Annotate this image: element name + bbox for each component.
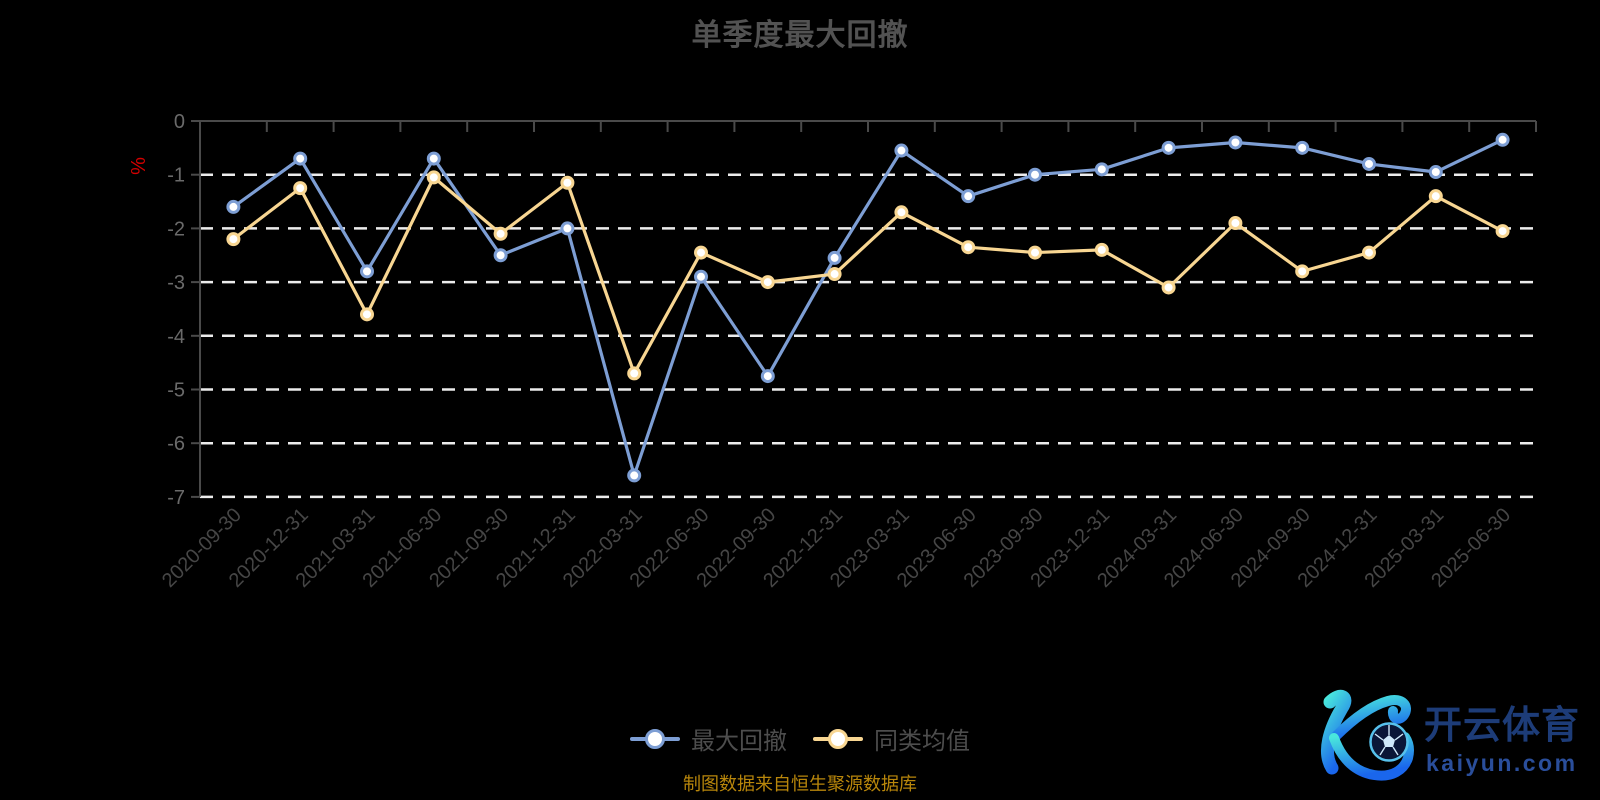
legend-item-0[interactable]: 最大回撤 — [630, 721, 787, 756]
data-point-marker[interactable] — [827, 250, 842, 265]
x-axis-labels-group: 2020-09-302020-12-312021-03-312021-06-30… — [158, 504, 1515, 592]
data-point-marker[interactable] — [426, 151, 441, 166]
data-point-marker[interactable] — [694, 269, 708, 284]
legend-line-marker — [630, 728, 680, 749]
series-line-0 — [231, 138, 1505, 478]
data-point-marker[interactable] — [894, 143, 909, 158]
y-tick-label: -6 — [167, 433, 185, 455]
data-point-marker[interactable] — [1495, 224, 1510, 239]
data-point-marker[interactable] — [226, 232, 241, 247]
data-point-marker[interactable] — [1228, 135, 1243, 150]
legend-circle-marker — [828, 728, 848, 749]
axes-group — [191, 120, 1537, 498]
legend-item-1[interactable]: 同类均值 — [813, 721, 970, 756]
k-leg — [1329, 732, 1414, 781]
data-point-marker[interactable] — [1094, 242, 1109, 257]
data-point-marker[interactable] — [1028, 245, 1042, 260]
data-point-marker[interactable] — [493, 226, 508, 241]
y-tick-label: -1 — [167, 165, 185, 187]
y-tick-label: -3 — [167, 272, 185, 294]
y-tick-label: -7 — [167, 487, 185, 509]
max-drawdown-line-chart: 0 -1 -2 -3 -4 -5 -6 -7 2020-09-302020-12-312021… — [128, 111, 1537, 592]
data-point-marker[interactable] — [961, 240, 976, 255]
watermark-brand-text: 开云体育 — [1424, 705, 1580, 747]
y-axis-labels-group: 0 -1 -2 -3 -4 -5 -6 -7 — [167, 111, 185, 509]
data-point-marker[interactable] — [1228, 216, 1243, 231]
series-group — [226, 132, 1510, 483]
gridlines-group — [200, 173, 1536, 499]
data-source-subtitle: 制图数据来自恒生聚源数据库 — [683, 774, 917, 794]
data-point-marker[interactable] — [1362, 156, 1376, 171]
y-tick-label: -2 — [167, 218, 185, 240]
series-line-1 — [231, 175, 1505, 375]
data-point-marker[interactable] — [760, 275, 775, 290]
data-point-marker[interactable] — [426, 170, 441, 185]
data-point-marker[interactable] — [293, 181, 308, 196]
y-tick-label: 0 — [174, 111, 185, 133]
data-point-marker[interactable] — [1161, 280, 1176, 295]
data-point-marker[interactable] — [1028, 167, 1042, 182]
data-point-marker[interactable] — [1362, 245, 1376, 260]
data-point-marker[interactable] — [1428, 165, 1443, 180]
data-point-marker[interactable] — [1495, 132, 1510, 147]
data-point-marker[interactable] — [1295, 140, 1310, 155]
kaiyun-watermark-logo: 开云体育 kaiyun.com — [1320, 689, 1580, 781]
data-point-marker[interactable] — [226, 199, 241, 214]
data-point-marker[interactable] — [627, 468, 642, 483]
data-point-marker[interactable] — [627, 366, 642, 381]
k-stem — [1320, 689, 1352, 775]
watermark-domain-text: kaiyun.com — [1426, 750, 1578, 776]
legend-label: 同类均值 — [874, 728, 970, 755]
data-point-marker[interactable] — [560, 221, 575, 236]
chart-legend: 最大回撤 同类均值 — [0, 721, 1600, 756]
data-point-marker[interactable] — [827, 267, 842, 282]
data-point-marker[interactable] — [1094, 162, 1109, 177]
data-point-marker[interactable] — [560, 175, 575, 190]
legend-line-marker — [813, 728, 863, 749]
y-tick-label: -5 — [167, 380, 185, 402]
data-point-marker[interactable] — [894, 205, 909, 220]
data-point-marker[interactable] — [293, 151, 308, 166]
data-point-marker[interactable] — [360, 307, 374, 322]
legend-circle-marker — [645, 728, 665, 749]
legend-label: 最大回撤 — [691, 728, 787, 755]
data-point-marker[interactable] — [1428, 189, 1443, 204]
data-point-marker[interactable] — [360, 264, 374, 279]
k-monogram-icon — [1320, 689, 1414, 781]
data-point-marker[interactable] — [961, 189, 976, 204]
data-point-marker[interactable] — [1161, 140, 1176, 155]
data-point-marker[interactable] — [1295, 264, 1310, 279]
k-arm-swirl — [1331, 695, 1411, 741]
chart-title: 单季度最大回撤 — [691, 19, 909, 52]
soccer-ball-icon — [1369, 722, 1409, 762]
data-point-marker[interactable] — [694, 245, 708, 260]
data-point-marker[interactable] — [493, 248, 508, 263]
data-point-marker[interactable] — [760, 369, 775, 384]
y-axis-unit-label: % — [128, 157, 150, 175]
y-tick-label: -4 — [167, 326, 185, 348]
